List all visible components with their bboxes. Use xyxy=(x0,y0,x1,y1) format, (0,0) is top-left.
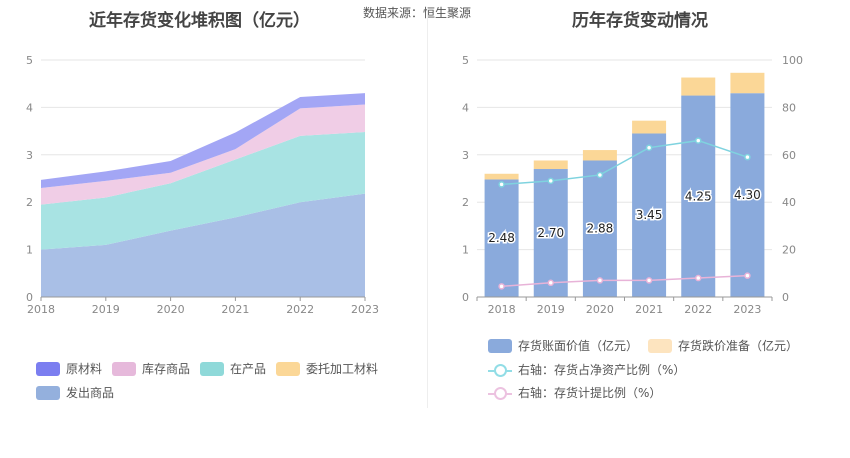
legend-swatch xyxy=(488,338,512,353)
bar-value-label: 4.30 xyxy=(734,188,761,202)
left-y-tick-label: 5 xyxy=(26,54,33,67)
right-y2-tick-label: 40 xyxy=(782,196,796,209)
bar-存货跌价准备（亿元）-2022 xyxy=(681,77,716,96)
bar-存货账面价值（亿元）-2020 xyxy=(582,160,617,297)
bar-存货跌价准备（亿元）-2020 xyxy=(582,150,617,161)
line-point-右轴：存货计提比例（%）-2018 xyxy=(498,283,505,290)
bar-value-label: 2.48 xyxy=(488,231,515,245)
left-y-tick-label: 0 xyxy=(26,291,33,304)
right-x-tick-label: 2019 xyxy=(537,303,565,316)
left-x-tick-label: 2018 xyxy=(27,303,55,316)
left-y-tick-label: 3 xyxy=(26,149,33,162)
left-y-tick-label: 1 xyxy=(26,244,33,257)
legend-swatch xyxy=(36,361,60,376)
line-series-右轴：存货占净资产比例（%） xyxy=(501,139,748,186)
line-point-右轴：存货计提比例（%）-2020 xyxy=(596,277,604,284)
left-chart-title: 近年存货变化堆积图（亿元） xyxy=(89,11,310,31)
bar-存货跌价准备（亿元）-2023 xyxy=(730,72,765,94)
bar-value-label: 4.25 xyxy=(685,189,712,203)
line-point-右轴：存货占净资产比例（%）-2019 xyxy=(547,177,554,185)
legend-label: 在产品 xyxy=(230,362,267,376)
data-source: 数据来源：恒生聚源 xyxy=(363,6,472,20)
line-point-右轴：存货计提比例（%）-2022 xyxy=(695,274,702,282)
right-x-tick-label: 2022 xyxy=(684,303,712,316)
bar-存货账面价值（亿元）-2019 xyxy=(533,169,568,297)
legend-item-raw-materials[interactable]: 原材料 xyxy=(36,360,102,377)
legend-swatch xyxy=(276,361,300,376)
right-y2-tick-label: 80 xyxy=(782,101,796,114)
line-series-右轴：存货计提比例（%） xyxy=(501,274,748,288)
legend-line-swatch xyxy=(488,363,512,377)
right-x-tick-label: 2018 xyxy=(488,303,516,316)
legend-item-provision-ratio[interactable]: 右轴：存货计提比例（%） xyxy=(488,384,661,401)
bar-存货账面价值（亿元）-2022 xyxy=(681,95,716,297)
right-y-tick-label: 4 xyxy=(462,101,469,114)
right-y-tick-label: 2 xyxy=(462,196,469,209)
line-point-右轴：存货占净资产比例（%）-2021 xyxy=(645,144,653,151)
line-point-右轴：存货计提比例（%）-2023 xyxy=(744,272,751,279)
legend-label: 右轴：存货占净资产比例（%） xyxy=(518,363,686,377)
left-x-tick-label: 2023 xyxy=(351,303,379,316)
area-series-发出商品 xyxy=(41,193,365,297)
bar-存货账面价值（亿元）-2023 xyxy=(730,93,765,298)
right-y-tick-label: 0 xyxy=(462,291,469,304)
right-y2-tick-label: 0 xyxy=(782,291,789,304)
right-x-tick-label: 2021 xyxy=(635,303,663,316)
bar-value-label: 3.45 xyxy=(636,208,663,222)
bar-value-label: 2.88 xyxy=(587,222,614,236)
line-point-右轴：存货占净资产比例（%）-2022 xyxy=(695,137,702,144)
legend-swatch xyxy=(112,361,136,376)
legend-label: 发出商品 xyxy=(66,386,115,400)
right-x-tick-label: 2023 xyxy=(733,303,761,316)
legend-label: 存货账面价值（亿元） xyxy=(518,339,639,353)
panel-divider xyxy=(427,8,428,408)
left-x-tick-label: 2021 xyxy=(221,303,249,316)
legend-label: 委托加工材料 xyxy=(306,362,379,376)
right-y2-tick-label: 100 xyxy=(782,54,803,67)
legend-label: 右轴：存货计提比例（%） xyxy=(518,386,662,400)
line-point-右轴：存货占净资产比例（%）-2023 xyxy=(744,153,751,161)
legend-item-goods-shipped[interactable]: 发出商品 xyxy=(36,384,114,401)
bar-value-label: 2.70 xyxy=(537,226,564,240)
left-x-tick-label: 2019 xyxy=(92,303,120,316)
right-x-tick-label: 2020 xyxy=(586,303,614,316)
legend-item-finished-goods[interactable]: 库存商品 xyxy=(112,360,190,377)
right-y2-tick-label: 60 xyxy=(782,149,796,162)
left-x-tick-label: 2022 xyxy=(286,303,314,316)
line-point-右轴：存货占净资产比例（%）-2020 xyxy=(596,171,604,179)
bar-存货跌价准备（亿元）-2019 xyxy=(533,160,568,170)
bar-存货跌价准备（亿元）-2021 xyxy=(632,120,667,134)
right-chart-title: 历年存货变动情况 xyxy=(572,11,708,31)
right-y-tick-label: 5 xyxy=(462,54,469,67)
legend-item-wip[interactable]: 在产品 xyxy=(200,360,266,377)
legend-swatch xyxy=(36,385,60,400)
legend-label: 原材料 xyxy=(66,362,103,376)
area-series-原材料 xyxy=(41,93,365,188)
left-y-tick-label: 2 xyxy=(26,196,33,209)
legend-label: 存货跌价准备（亿元） xyxy=(678,339,799,353)
line-point-右轴：存货计提比例（%）-2021 xyxy=(645,277,653,284)
right-y-tick-label: 3 xyxy=(462,149,469,162)
line-point-右轴：存货计提比例（%）-2019 xyxy=(547,279,554,287)
bar-存货账面价值（亿元）-2018 xyxy=(484,179,519,297)
legend-swatch xyxy=(200,361,224,376)
bar-存货跌价准备（亿元）-2018 xyxy=(484,173,519,180)
legend-label: 库存商品 xyxy=(142,362,191,376)
legend-swatch xyxy=(648,338,672,353)
left-y-tick-label: 4 xyxy=(26,101,33,114)
line-point-右轴：存货占净资产比例（%）-2018 xyxy=(498,181,505,188)
left-x-tick-label: 2020 xyxy=(157,303,185,316)
area-series-库存商品 xyxy=(41,104,365,205)
legend-item-book-value[interactable]: 存货账面价值（亿元） xyxy=(488,337,638,354)
right-y2-tick-label: 20 xyxy=(782,244,796,257)
legend-item-impairment[interactable]: 存货跌价准备（亿元） xyxy=(648,337,798,354)
legend-item-consigned-materials[interactable]: 委托加工材料 xyxy=(276,360,378,377)
right-y-tick-label: 1 xyxy=(462,244,469,257)
legend-line-swatch xyxy=(488,386,512,400)
bar-存货账面价值（亿元）-2021 xyxy=(632,133,667,297)
legend-item-inventory-net-asset-ratio[interactable]: 右轴：存货占净资产比例（%） xyxy=(488,361,685,378)
area-series-在产品 xyxy=(41,132,365,250)
